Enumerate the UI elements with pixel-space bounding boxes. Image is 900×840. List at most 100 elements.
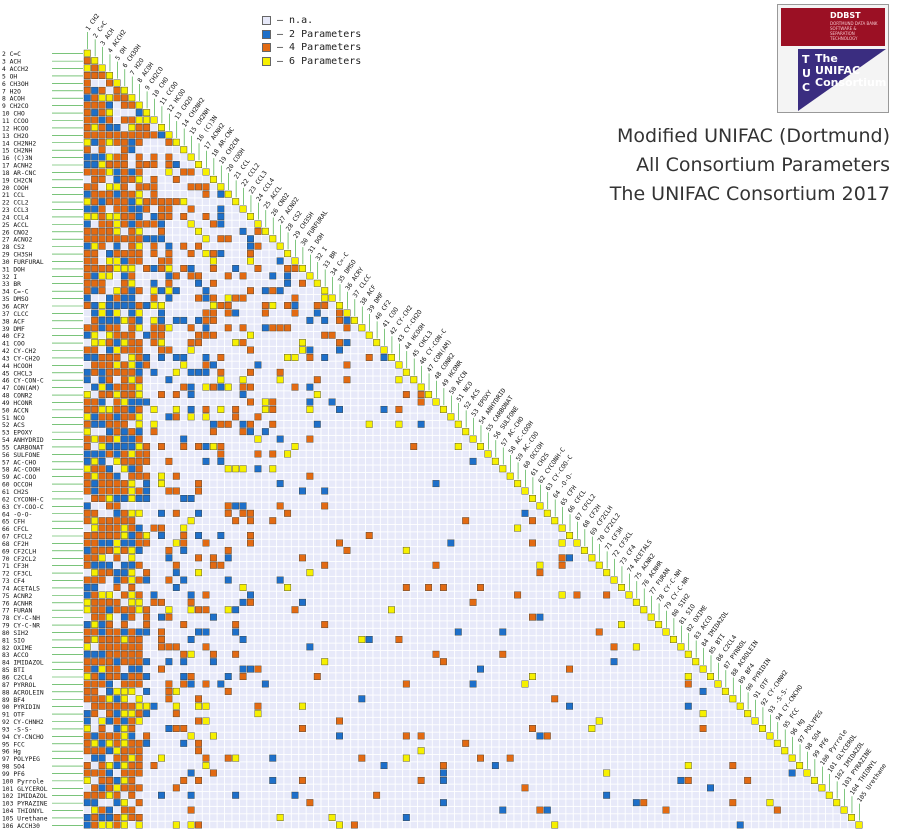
matrix-cell xyxy=(195,190,202,198)
matrix-cell xyxy=(269,740,277,747)
matrix-cell xyxy=(440,510,447,517)
matrix-cell xyxy=(158,428,165,435)
matrix-cell xyxy=(455,576,462,584)
matrix-cell xyxy=(143,309,150,317)
matrix-cell xyxy=(314,435,321,443)
matrix-cell xyxy=(172,138,180,146)
matrix-cell xyxy=(410,591,417,599)
matrix-cell xyxy=(306,658,314,665)
matrix-cell xyxy=(447,510,455,517)
matrix-cell xyxy=(388,502,395,510)
matrix-cell xyxy=(217,702,225,710)
matrix-cell xyxy=(640,747,648,754)
matrix-cell xyxy=(484,465,492,473)
matrix-cell xyxy=(514,658,521,665)
matrix-cell xyxy=(506,762,514,769)
matrix-cell xyxy=(120,168,128,176)
matrix-cell xyxy=(388,369,395,376)
matrix-cell xyxy=(232,205,239,213)
matrix-cell xyxy=(492,673,499,680)
matrix-cell xyxy=(395,361,403,369)
matrix-cell xyxy=(506,717,514,725)
matrix-cell xyxy=(254,754,262,762)
matrix-cell xyxy=(351,643,358,651)
matrix-cell xyxy=(150,621,158,628)
matrix-cell xyxy=(120,101,128,109)
matrix-cell xyxy=(328,502,336,510)
matrix-cell xyxy=(432,569,440,576)
matrix-cell xyxy=(499,673,507,680)
matrix-cell xyxy=(781,769,788,777)
matrix-cell xyxy=(321,287,329,295)
matrix-cell xyxy=(336,636,343,643)
matrix-cell xyxy=(262,331,269,339)
matrix-cell xyxy=(254,740,262,747)
matrix-cell xyxy=(224,354,232,361)
matrix-cell xyxy=(187,532,195,539)
matrix-cell xyxy=(83,264,91,272)
matrix-cell xyxy=(239,413,247,421)
matrix-cell xyxy=(232,354,239,361)
matrix-cell xyxy=(343,643,351,651)
matrix-cell xyxy=(336,524,343,532)
matrix-cell xyxy=(120,450,128,458)
matrix-cell xyxy=(395,599,403,606)
matrix-cell xyxy=(262,688,269,695)
matrix-cell xyxy=(247,398,254,406)
matrix-cell xyxy=(217,331,225,339)
matrix-cell xyxy=(432,628,440,636)
matrix-cell xyxy=(499,465,507,473)
matrix-cell xyxy=(158,168,165,176)
matrix-cell xyxy=(469,487,477,495)
matrix-cell xyxy=(106,324,113,332)
matrix-cell xyxy=(276,591,284,599)
matrix-cell xyxy=(558,651,566,658)
matrix-cell xyxy=(120,717,128,725)
matrix-cell xyxy=(247,376,254,383)
matrix-cell xyxy=(157,264,165,272)
matrix-cell xyxy=(91,279,99,287)
matrix-cell xyxy=(299,762,306,769)
matrix-cell xyxy=(677,673,685,680)
matrix-cell xyxy=(506,702,514,710)
matrix-cell xyxy=(135,443,143,450)
matrix-cell xyxy=(647,702,655,710)
matrix-cell xyxy=(269,673,277,680)
matrix-cell xyxy=(83,79,91,87)
matrix-cell xyxy=(158,747,165,754)
matrix-cell xyxy=(440,665,447,673)
matrix-cell xyxy=(91,316,99,324)
matrix-cell xyxy=(462,680,469,688)
matrix-cell xyxy=(388,413,395,421)
matrix-cell xyxy=(595,584,603,591)
matrix-cell xyxy=(306,354,314,361)
matrix-cell xyxy=(143,391,150,398)
matrix-cell xyxy=(625,717,633,725)
matrix-cell xyxy=(180,710,187,717)
matrix-cell xyxy=(120,235,128,243)
matrix-cell xyxy=(165,591,173,599)
matrix-cell xyxy=(380,702,388,710)
matrix-cell xyxy=(202,569,210,576)
matrix-cell xyxy=(573,680,581,688)
matrix-cell xyxy=(187,368,195,376)
matrix-cell xyxy=(603,732,610,740)
matrix-cell xyxy=(83,532,91,540)
matrix-cell xyxy=(655,754,662,762)
matrix-cell xyxy=(551,688,558,695)
matrix-cell xyxy=(477,636,484,643)
matrix-cell xyxy=(351,636,358,643)
matrix-cell xyxy=(120,480,128,488)
matrix-cell xyxy=(91,264,99,272)
matrix-cell xyxy=(373,458,380,465)
matrix-cell xyxy=(447,532,455,539)
matrix-cell xyxy=(581,628,588,636)
matrix-cell xyxy=(306,576,314,584)
matrix-cell xyxy=(195,561,202,569)
matrix-cell xyxy=(306,725,314,732)
matrix-cell xyxy=(417,762,425,769)
matrix-cell xyxy=(298,264,306,272)
matrix-cell xyxy=(276,428,284,435)
matrix-cell xyxy=(343,554,351,562)
matrix-cell xyxy=(120,161,128,169)
